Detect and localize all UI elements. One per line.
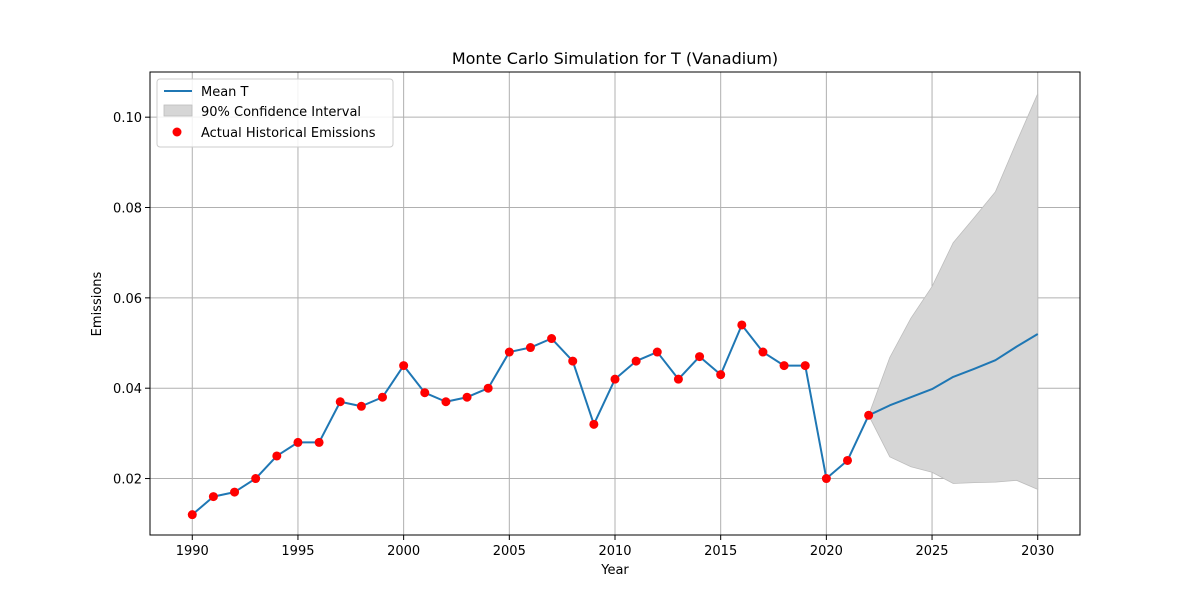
actual-point	[737, 320, 747, 330]
actual-point	[547, 334, 557, 344]
legend-ci-swatch	[163, 104, 193, 117]
actual-point	[272, 451, 282, 461]
actual-point	[483, 383, 493, 393]
y-axis-ticks: 0.02 0.04 0.06 0.08 0.10	[113, 111, 150, 488]
x-axis-ticks: 1990 1995 2000 2005 2010 2015 2020 2025 2030	[176, 535, 1054, 559]
x-tick-label: 2000	[387, 544, 420, 559]
legend: Mean T 90% Confidence Interval Actual Hi…	[156, 78, 394, 148]
grid	[150, 72, 1080, 535]
actual-point	[335, 397, 345, 407]
x-tick-label: 1995	[281, 544, 314, 559]
legend-box	[156, 78, 394, 148]
actual-point	[356, 401, 366, 411]
x-tick-label: 2030	[1021, 544, 1054, 559]
actual-point	[631, 356, 641, 366]
actual-point	[462, 392, 472, 402]
chart-title: Monte Carlo Simulation for T (Vanadium)	[452, 49, 778, 68]
x-tick-label: 2005	[493, 544, 526, 559]
actual-point	[589, 419, 599, 429]
actual-point	[441, 397, 451, 407]
actual-point	[800, 361, 810, 371]
confidence-band	[868, 93, 1039, 490]
actual-point	[673, 374, 683, 384]
actual-point	[652, 347, 662, 357]
actual-point	[758, 347, 768, 357]
actual-point	[420, 388, 430, 398]
actual-point	[821, 474, 831, 484]
y-tick-label: 0.10	[113, 111, 142, 126]
y-tick-label: 0.08	[113, 202, 142, 217]
actual-point	[378, 392, 387, 402]
actual-point	[525, 343, 535, 353]
x-tick-label: 2020	[810, 544, 843, 559]
actual-point	[695, 352, 705, 362]
y-tick-label: 0.02	[113, 473, 142, 488]
legend-ci-label: 90% Confidence Interval	[201, 105, 361, 120]
y-tick-label: 0.04	[113, 382, 142, 397]
legend-actual-swatch	[172, 127, 182, 137]
x-tick-label: 2010	[598, 544, 631, 559]
actual-point	[779, 361, 789, 371]
y-axis-label: Emissions	[90, 271, 105, 336]
actual-point	[568, 356, 578, 366]
actual-points-series	[187, 320, 874, 520]
confidence-interval	[868, 93, 1039, 490]
actual-point	[610, 374, 620, 384]
actual-point	[504, 347, 514, 357]
x-tick-label: 2015	[704, 544, 737, 559]
x-tick-label: 2025	[915, 544, 948, 559]
actual-point	[293, 437, 303, 447]
x-axis-label: Year	[600, 563, 629, 578]
x-tick-label: 1990	[176, 544, 209, 559]
actual-point	[716, 370, 726, 380]
y-tick-label: 0.06	[113, 292, 142, 307]
actual-point	[843, 455, 852, 465]
actual-point	[230, 487, 240, 497]
actual-point	[399, 361, 409, 371]
legend-mean-label: Mean T	[201, 85, 249, 100]
actual-point	[208, 492, 218, 502]
actual-point	[251, 474, 261, 484]
legend-actual-label: Actual Historical Emissions	[201, 126, 376, 141]
actual-point	[864, 410, 874, 420]
actual-point	[314, 437, 324, 447]
actual-point	[187, 510, 197, 520]
